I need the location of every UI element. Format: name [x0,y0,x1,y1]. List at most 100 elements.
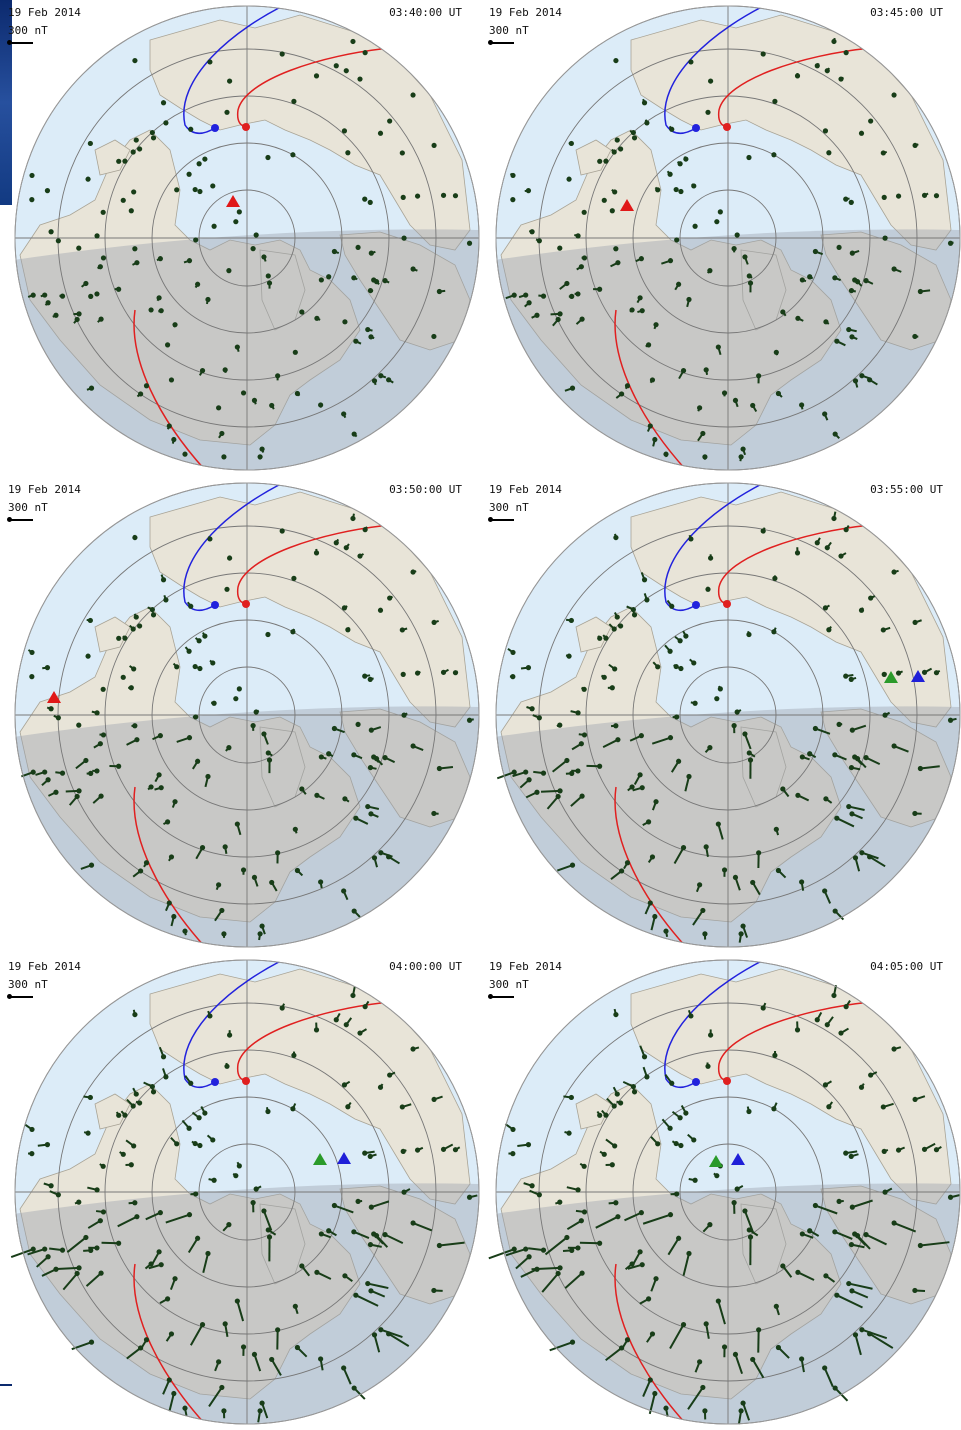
station-dot [138,1345,144,1351]
north-footprint-point [692,1078,700,1086]
station-dot [707,268,713,274]
station-dot [355,721,361,728]
station-dot [663,928,669,934]
station-dot [773,349,779,355]
station-dot [371,754,377,760]
station-dot [88,385,95,391]
station-dot [133,1091,139,1097]
station-dot [613,723,619,729]
station-dot [863,1232,869,1238]
station-dot [575,710,581,716]
station-dot [799,1231,805,1237]
station-dot [357,1030,363,1036]
station-dot [794,1027,801,1033]
station-dot [677,1115,683,1121]
land-mass [500,606,842,923]
station-dot [362,1150,368,1156]
station-dot [618,1100,624,1106]
station-dot [29,1151,35,1157]
trace-layer [133,483,391,947]
event-marker-red [226,195,240,207]
station-dot [29,172,35,179]
station-dot [211,1177,217,1183]
station-dot [168,1331,175,1337]
station-dot [834,1292,840,1298]
station-dot [240,867,247,873]
station-dot [575,233,581,239]
station-dot [148,1261,154,1267]
station-dot [116,1112,122,1118]
station-dot [59,1247,66,1253]
station-vector [27,1248,46,1256]
station-dot [166,1377,172,1383]
station-dot [822,128,829,134]
station-dot [880,1104,886,1110]
station-dot [234,1298,240,1304]
station-dot [707,745,713,751]
station-vector [667,1237,680,1256]
station-dot [823,796,829,802]
station-dot [174,187,180,193]
station-dot [614,137,620,143]
station-vector [605,1347,623,1362]
station-dot [534,312,540,318]
station-dot [76,311,82,317]
station-dot [669,1080,675,1086]
station-dot [290,1106,296,1112]
station-dot [917,765,923,772]
station-dot [440,1146,447,1152]
station-dot [294,1344,300,1351]
station-dot [557,722,563,728]
station-dot [619,868,625,874]
south-footprint-point [723,123,731,131]
station-dot [510,1151,516,1157]
date-label: 19 Feb 2014 [8,483,81,496]
station-dot [843,50,849,56]
station-dot [45,777,51,783]
station-dot [149,129,155,136]
station-dot [667,1212,674,1218]
station-dot [45,1254,51,1260]
station-dot [116,1240,122,1246]
station-dot [226,1222,232,1228]
station-dot [195,1235,201,1241]
station-vector [869,1332,894,1349]
station-dot [257,1408,263,1414]
station-dot [150,135,157,141]
station-dot [130,626,136,632]
station-dot [259,446,265,452]
station-dot [697,405,703,411]
station-dot [120,674,126,680]
station-dot [891,266,897,272]
station-dot [618,146,624,152]
station-dot [697,882,703,888]
station-dot [614,1091,620,1097]
station-dot [128,1162,134,1168]
station-dot [912,1096,918,1103]
station-dot [367,764,374,771]
station-dot [756,1327,762,1333]
station-dot [371,277,377,283]
station-dot [192,1140,198,1147]
station-dot [98,1270,104,1276]
station-dot [832,1229,838,1235]
station-dot [639,1262,645,1268]
station-dot [76,788,82,794]
station-dot [852,1231,858,1237]
station-dot [750,1356,756,1363]
station-dot [619,391,625,397]
station-vector [717,1300,726,1325]
station-dot [341,888,347,894]
station-dot [365,803,371,810]
south-footprint-point [723,1077,731,1085]
north-footprint-trace [664,483,777,611]
station-dot [269,1356,275,1363]
station-dot [557,1265,563,1271]
station-dot [746,154,752,161]
station-dot [292,1303,298,1309]
station-dot [253,709,259,715]
station-dot [523,1246,529,1252]
station-dot [150,1089,157,1095]
date-label: 19 Feb 2014 [489,483,562,496]
station-dot [132,57,138,64]
